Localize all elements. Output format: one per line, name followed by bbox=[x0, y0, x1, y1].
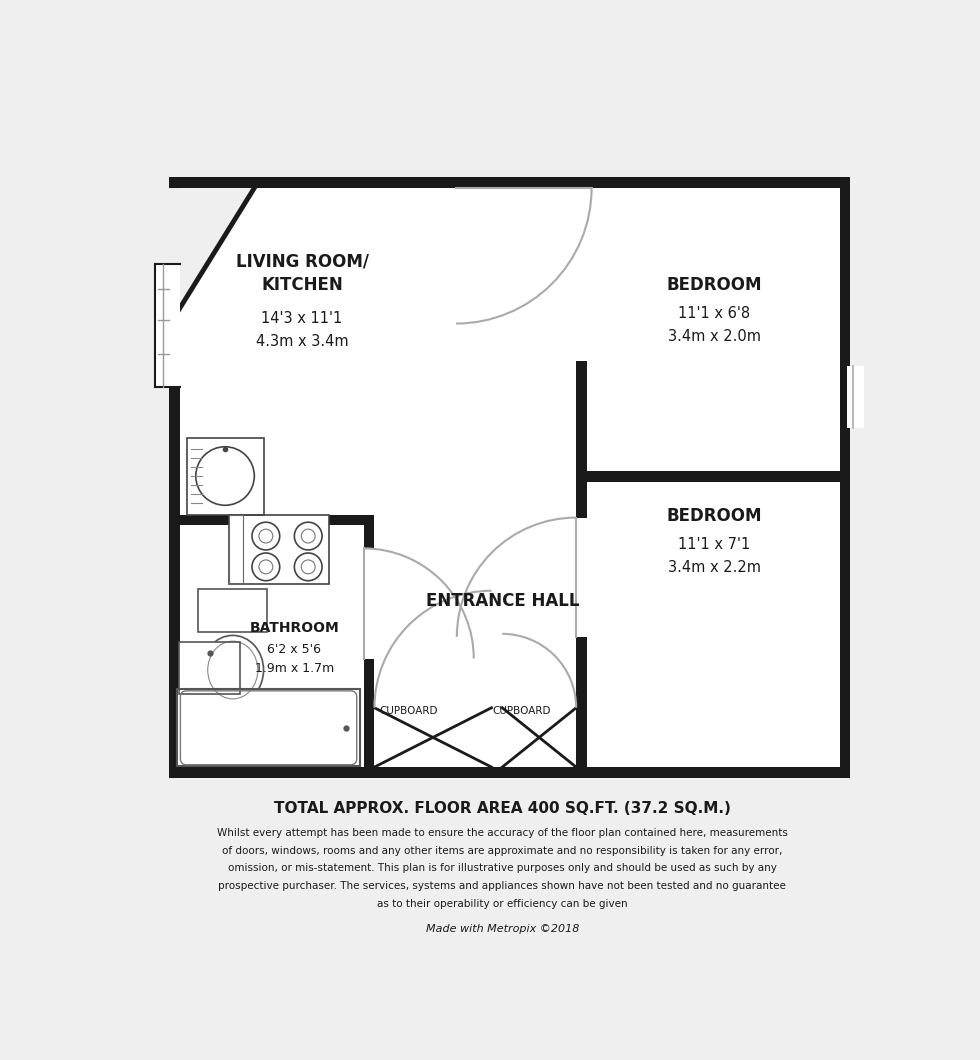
Bar bbox=[179, 526, 364, 767]
Bar bbox=[155, 264, 179, 388]
Bar bbox=[410, 514, 456, 526]
Text: 3.4m x 2.2m: 3.4m x 2.2m bbox=[667, 560, 760, 576]
Bar bbox=[576, 517, 589, 637]
Bar bbox=[186, 438, 264, 514]
Text: omission, or mis-statement. This plan is for illustrative purposes only and shou: omission, or mis-statement. This plan is… bbox=[227, 863, 777, 873]
Polygon shape bbox=[169, 188, 255, 325]
Bar bbox=[198, 589, 268, 632]
Text: 11'1 x 6'8: 11'1 x 6'8 bbox=[678, 306, 750, 321]
Text: as to their operability or efficiency can be given: as to their operability or efficiency ca… bbox=[377, 899, 627, 908]
Text: KITCHEN: KITCHEN bbox=[262, 276, 343, 294]
Bar bbox=[169, 177, 179, 778]
Bar bbox=[364, 514, 374, 778]
Text: CUPBOARD: CUPBOARD bbox=[492, 706, 551, 716]
Bar bbox=[198, 589, 268, 632]
Bar bbox=[177, 689, 360, 766]
Bar bbox=[587, 472, 840, 482]
Text: ENTRANCE HALL: ENTRANCE HALL bbox=[425, 591, 579, 609]
Text: 1.9m x 1.7m: 1.9m x 1.7m bbox=[255, 662, 334, 675]
Bar bbox=[374, 697, 492, 708]
Bar bbox=[169, 177, 851, 188]
Text: CUPBOARD: CUPBOARD bbox=[379, 706, 437, 716]
Bar bbox=[587, 188, 840, 472]
Bar bbox=[503, 697, 509, 708]
Bar bbox=[456, 323, 466, 526]
Bar bbox=[570, 697, 576, 708]
Text: BEDROOM: BEDROOM bbox=[666, 276, 761, 294]
Bar bbox=[374, 697, 385, 778]
Ellipse shape bbox=[202, 635, 264, 705]
Text: 11'1 x 7'1: 11'1 x 7'1 bbox=[678, 537, 750, 552]
Bar bbox=[374, 188, 576, 767]
Bar bbox=[186, 438, 264, 514]
Bar bbox=[576, 188, 589, 361]
Text: 6'2 x 5'6: 6'2 x 5'6 bbox=[268, 642, 321, 656]
Text: 4.3m x 3.4m: 4.3m x 3.4m bbox=[256, 334, 348, 349]
Bar bbox=[504, 697, 574, 709]
Bar bbox=[179, 641, 240, 694]
Text: Made with Metropix ©2018: Made with Metropix ©2018 bbox=[425, 924, 579, 934]
Bar bbox=[364, 548, 376, 658]
Bar bbox=[492, 686, 503, 778]
Bar bbox=[485, 697, 503, 708]
Text: of doors, windows, rooms and any other items are approximate and no responsibili: of doors, windows, rooms and any other i… bbox=[222, 846, 782, 855]
Bar bbox=[576, 188, 587, 767]
Bar bbox=[179, 514, 364, 526]
Bar bbox=[374, 697, 380, 708]
Bar bbox=[587, 482, 840, 767]
Bar bbox=[177, 689, 360, 766]
Bar bbox=[503, 697, 576, 708]
Text: 3.4m x 2.0m: 3.4m x 2.0m bbox=[667, 330, 760, 345]
Bar bbox=[840, 177, 851, 778]
Text: Whilst every attempt has been made to ensure the accuracy of the floor plan cont: Whilst every attempt has been made to en… bbox=[217, 828, 788, 837]
Text: BEDROOM: BEDROOM bbox=[666, 507, 761, 525]
Bar bbox=[847, 366, 864, 427]
Text: prospective purchaser. The services, systems and appliances shown have not been : prospective purchaser. The services, sys… bbox=[219, 881, 786, 891]
Bar bbox=[179, 641, 240, 694]
Text: 14'3 x 11'1: 14'3 x 11'1 bbox=[262, 311, 343, 325]
Text: LIVING ROOM/: LIVING ROOM/ bbox=[235, 253, 368, 271]
Text: TOTAL APPROX. FLOOR AREA 400 SQ.FT. (37.2 SQ.M.): TOTAL APPROX. FLOOR AREA 400 SQ.FT. (37.… bbox=[273, 801, 731, 816]
Bar bbox=[229, 514, 329, 584]
Bar bbox=[229, 514, 329, 584]
Bar bbox=[169, 767, 851, 778]
Bar bbox=[376, 697, 490, 709]
Bar bbox=[229, 514, 243, 584]
Bar bbox=[179, 188, 456, 514]
Text: BATHROOM: BATHROOM bbox=[250, 621, 339, 635]
